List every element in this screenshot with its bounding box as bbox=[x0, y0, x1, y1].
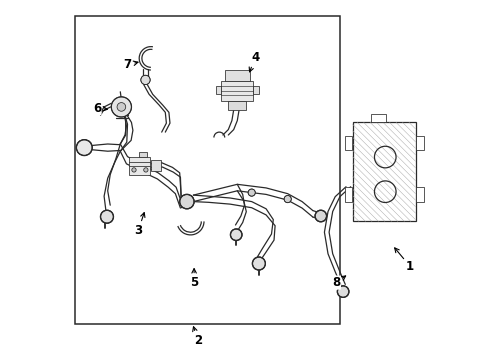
Circle shape bbox=[314, 210, 326, 222]
Bar bbox=[128, 157, 150, 175]
Text: 3: 3 bbox=[134, 213, 144, 237]
Circle shape bbox=[337, 286, 348, 297]
Circle shape bbox=[111, 97, 131, 117]
Circle shape bbox=[76, 140, 92, 156]
Circle shape bbox=[230, 229, 242, 240]
Circle shape bbox=[117, 103, 125, 111]
Bar bbox=[415, 136, 424, 150]
Circle shape bbox=[141, 75, 150, 85]
Text: 8: 8 bbox=[331, 276, 345, 289]
Bar bbox=[221, 81, 253, 101]
Bar bbox=[228, 101, 246, 110]
Text: 2: 2 bbox=[192, 327, 202, 347]
Text: 7: 7 bbox=[123, 58, 138, 71]
Circle shape bbox=[247, 189, 255, 196]
Circle shape bbox=[132, 168, 136, 172]
Bar bbox=[253, 86, 258, 94]
Bar bbox=[151, 160, 161, 171]
Bar bbox=[75, 16, 339, 324]
Text: 6: 6 bbox=[93, 102, 107, 114]
Circle shape bbox=[252, 257, 265, 270]
Bar bbox=[344, 136, 352, 150]
Circle shape bbox=[284, 195, 291, 203]
Circle shape bbox=[101, 210, 113, 223]
Bar bbox=[371, 114, 385, 122]
Circle shape bbox=[143, 168, 148, 172]
Text: 5: 5 bbox=[189, 269, 198, 289]
Circle shape bbox=[179, 194, 194, 209]
Text: 4: 4 bbox=[249, 51, 259, 72]
Bar bbox=[139, 152, 146, 157]
Bar bbox=[344, 187, 352, 202]
Bar bbox=[224, 70, 249, 81]
Bar bbox=[415, 187, 424, 202]
Bar bbox=[352, 122, 415, 221]
Text: 1: 1 bbox=[394, 248, 413, 273]
Bar bbox=[215, 86, 221, 94]
